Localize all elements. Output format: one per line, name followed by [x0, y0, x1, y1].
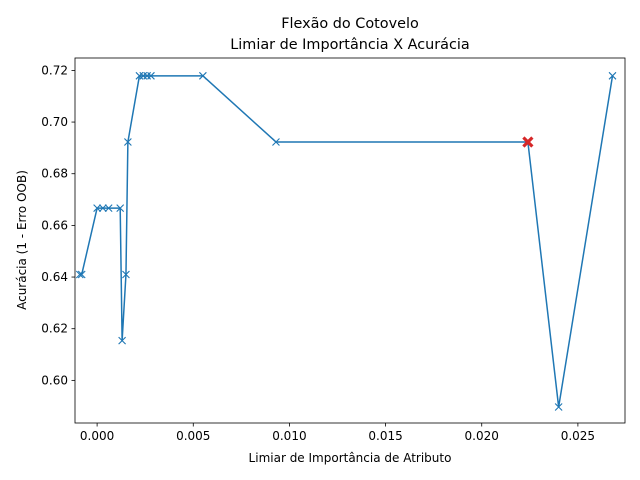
x-tick-label: 0.010	[272, 429, 306, 443]
highlight-point	[522, 136, 534, 148]
data-point	[135, 71, 144, 80]
x-axis-label: Limiar de Importância de Atributo	[249, 451, 452, 465]
y-axis-label: Acurácia (1 - Erro OOB)	[15, 170, 29, 310]
x-tick-label: 0.005	[176, 429, 210, 443]
data-point	[75, 270, 84, 279]
data-point	[272, 138, 280, 146]
data-point	[77, 270, 86, 279]
data-point	[123, 138, 132, 146]
y-tick-label: 0.66	[41, 218, 68, 232]
chart-title: Flexão do Cotovelo	[281, 16, 419, 32]
y-tick-label: 0.72	[41, 63, 68, 77]
plot-frame	[74, 57, 626, 424]
data-point	[116, 204, 125, 212]
x-tick-label: 0.025	[561, 429, 595, 443]
x-tick-label: 0.020	[465, 429, 499, 443]
y-tick-label: 0.70	[41, 115, 68, 129]
y-tick-label: 0.68	[41, 167, 68, 181]
data-point	[198, 71, 207, 80]
data-point	[147, 71, 155, 80]
data-point	[139, 71, 148, 80]
series-line	[79, 75, 614, 408]
data-point	[122, 270, 130, 279]
data-point	[608, 71, 617, 80]
data-point	[93, 204, 102, 212]
data-point	[143, 71, 152, 80]
y-tick-label: 0.62	[41, 322, 68, 336]
data-point	[118, 336, 127, 345]
data-point	[554, 403, 563, 411]
y-tick-label: 0.64	[41, 270, 68, 284]
x-tick-label: 0.000	[80, 429, 114, 443]
data-point	[104, 204, 113, 212]
x-tick-label: 0.015	[368, 429, 402, 443]
data-point	[98, 204, 107, 212]
chart-subtitle: Limiar de Importância X Acurácia	[230, 37, 469, 53]
plot-area: 0.000 0.005 0.010 0.015 0.020 0.025 0.60 0.62 0.…	[41, 57, 626, 443]
y-tick-label: 0.60	[41, 373, 68, 387]
